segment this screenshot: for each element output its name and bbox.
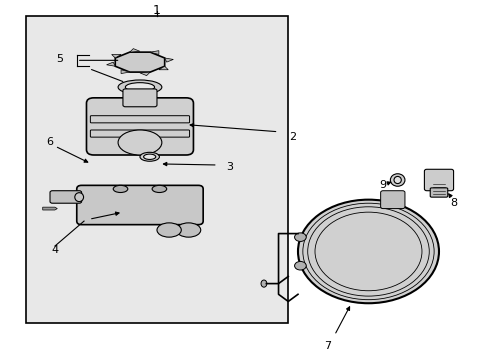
Polygon shape <box>159 66 168 70</box>
Ellipse shape <box>118 130 162 155</box>
Ellipse shape <box>75 193 83 202</box>
Polygon shape <box>129 49 140 52</box>
Polygon shape <box>150 51 159 54</box>
Text: 1: 1 <box>153 4 161 17</box>
FancyBboxPatch shape <box>122 89 157 107</box>
Circle shape <box>294 233 305 242</box>
FancyBboxPatch shape <box>380 191 404 208</box>
Polygon shape <box>140 72 150 76</box>
Circle shape <box>297 200 438 303</box>
Text: 5: 5 <box>56 54 63 64</box>
Polygon shape <box>164 58 173 62</box>
Polygon shape <box>106 62 115 66</box>
Ellipse shape <box>393 176 401 184</box>
Text: 9: 9 <box>379 180 386 190</box>
Text: 6: 6 <box>46 138 53 148</box>
FancyBboxPatch shape <box>77 185 203 225</box>
Text: 4: 4 <box>51 245 59 255</box>
Ellipse shape <box>143 154 156 159</box>
Ellipse shape <box>176 223 201 237</box>
Polygon shape <box>115 52 164 72</box>
Polygon shape <box>111 54 121 58</box>
Ellipse shape <box>125 83 154 91</box>
FancyArrow shape <box>42 207 57 210</box>
Circle shape <box>294 261 305 270</box>
FancyBboxPatch shape <box>50 191 81 203</box>
FancyBboxPatch shape <box>424 169 453 191</box>
FancyBboxPatch shape <box>26 16 287 323</box>
FancyBboxPatch shape <box>429 188 447 197</box>
Ellipse shape <box>389 174 404 186</box>
Polygon shape <box>121 70 129 73</box>
Text: 3: 3 <box>226 162 233 172</box>
Text: 7: 7 <box>323 341 330 351</box>
Ellipse shape <box>157 223 181 237</box>
Text: 8: 8 <box>449 198 456 208</box>
Ellipse shape <box>140 152 159 161</box>
Ellipse shape <box>113 185 127 193</box>
Ellipse shape <box>261 280 266 287</box>
FancyBboxPatch shape <box>86 98 193 155</box>
Text: 2: 2 <box>289 132 296 142</box>
Ellipse shape <box>118 80 162 94</box>
Ellipse shape <box>152 185 166 193</box>
